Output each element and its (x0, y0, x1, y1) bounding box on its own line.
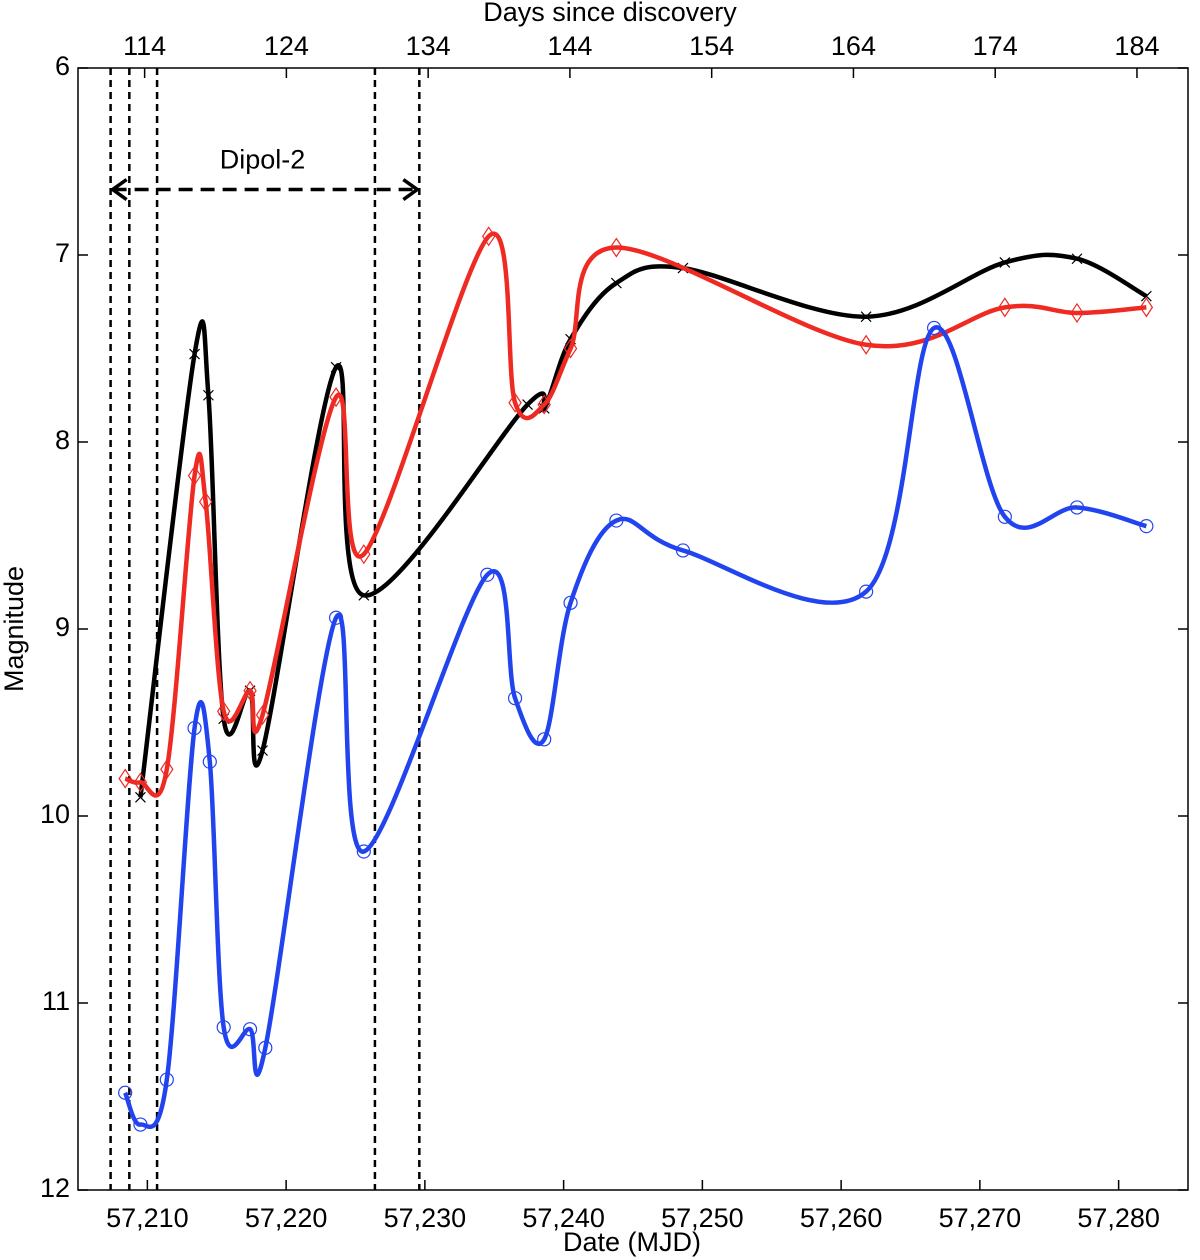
x2-tick-label: 134 (406, 31, 451, 61)
plot-frame (77, 67, 1189, 1191)
x-tick-label: 57,270 (939, 1203, 1022, 1233)
arrow-head (402, 178, 421, 201)
y-tick-label: 8 (55, 425, 70, 455)
marker-diamond (537, 394, 551, 415)
marker-circle (609, 513, 624, 528)
marker-diamond (998, 297, 1012, 318)
marker-circle (997, 509, 1012, 524)
x2-axis-label: Days since discovery (483, 0, 737, 27)
y-tick-label: 12 (40, 1173, 70, 1203)
marker-diamond (508, 392, 522, 413)
y-tick-label: 10 (40, 799, 70, 829)
y-tick-label: 7 (55, 238, 70, 268)
marker-x (1140, 290, 1152, 302)
series-line (124, 231, 1147, 798)
x-tick-label: 57,240 (522, 1203, 605, 1233)
marker-diamond (133, 772, 148, 793)
marker-circle (356, 844, 371, 859)
annotation: Dipol-2 (220, 145, 306, 175)
marker-diamond (1139, 297, 1154, 318)
marker-diamond (357, 544, 371, 565)
x2-tick-label: 164 (831, 31, 876, 61)
marker-diamond (481, 226, 496, 247)
series (118, 320, 1154, 1132)
x2-tick-label: 114 (123, 31, 166, 61)
x2-tick-label: 144 (547, 31, 592, 61)
marker-circle (480, 567, 495, 582)
marker-diamond (243, 680, 257, 701)
x-tick-label: 57,230 (384, 1203, 467, 1233)
marker-diamond (563, 338, 578, 359)
marker-circle (675, 543, 691, 558)
series-line (123, 325, 1147, 1130)
marker-diamond (216, 701, 231, 722)
series-line (138, 252, 1148, 798)
marker-circle (258, 1040, 273, 1055)
marker-circle (537, 732, 552, 747)
x-tick-label: 57,250 (661, 1203, 744, 1233)
x2-tick-label: 154 (689, 31, 734, 61)
marker-diamond (609, 237, 624, 258)
marker-circle (216, 1020, 231, 1035)
y-axis-label: Magnitude (0, 566, 29, 692)
marker-x (522, 399, 533, 411)
marker-diamond (198, 491, 213, 512)
double-arrow (109, 178, 421, 201)
marker-x (203, 389, 214, 401)
y-tick-label: 11 (42, 986, 70, 1016)
x-tick-label: 57,210 (106, 1203, 189, 1233)
marker-x (610, 277, 622, 289)
marker-circle (159, 1072, 174, 1087)
marker-circle (1139, 519, 1154, 534)
x2-tick-label: 184 (1114, 31, 1159, 61)
x2-tick-label: 174 (973, 31, 1018, 61)
marker-circle (1069, 500, 1085, 515)
marker-circle (133, 1117, 148, 1132)
marker-x (1071, 253, 1083, 265)
marker-diamond (859, 334, 873, 355)
marker-x (860, 311, 872, 323)
x-tick-label: 57,220 (245, 1203, 328, 1233)
marker-x (330, 361, 342, 373)
marker-diamond (160, 759, 174, 780)
marker-diamond (1070, 302, 1084, 324)
marker-x (257, 745, 268, 756)
x-tick-label: 57,260 (800, 1203, 883, 1233)
y-tick-label: 9 (55, 612, 70, 642)
marker-x (189, 348, 200, 360)
y-tick-label: 6 (55, 51, 70, 81)
x-tick-label: 57,280 (1077, 1203, 1160, 1233)
x2-tick-label: 124 (264, 31, 309, 61)
arrow-head (109, 178, 128, 201)
marker-diamond (255, 704, 270, 726)
marker-circle (858, 584, 874, 599)
marker-circle (926, 320, 942, 336)
marker-x (999, 257, 1011, 268)
marker-circle (507, 691, 523, 706)
marker-circle (242, 1022, 258, 1037)
marker-circle (202, 754, 217, 769)
marker-x (358, 589, 370, 601)
marker-circle (328, 610, 344, 625)
marker-circle (187, 721, 202, 736)
marker-circle (118, 1085, 133, 1100)
marker-diamond (118, 768, 132, 789)
marker-circle (563, 595, 578, 610)
series (118, 226, 1154, 798)
marker-diamond (329, 387, 343, 408)
x-axis-label: Date (MJD) (563, 1227, 701, 1257)
marker-x (135, 791, 146, 803)
marker-diamond (187, 465, 202, 486)
